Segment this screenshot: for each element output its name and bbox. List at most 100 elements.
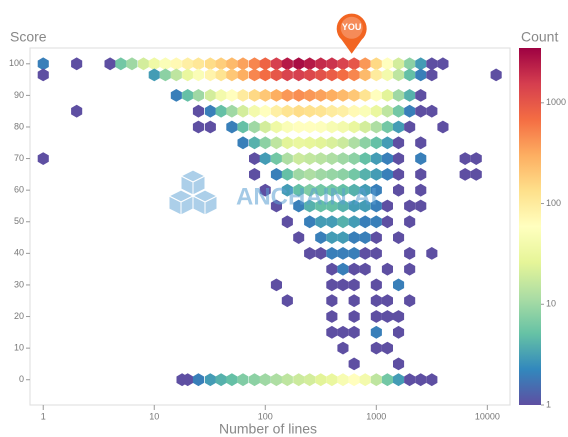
hex-bin (259, 120, 271, 134)
y-tick-label: 20 (14, 311, 24, 321)
hex-bin (393, 89, 405, 102)
plot-frame (29, 47, 511, 406)
hex-bin (348, 310, 360, 323)
hex-bin (159, 57, 171, 71)
hex-bin (259, 68, 271, 82)
colorbar-label: Count (521, 29, 558, 45)
hex-bin (404, 294, 416, 308)
hex-bin (348, 215, 360, 229)
hex-bin (370, 168, 382, 181)
hex-bin (381, 152, 393, 165)
hex-bin (404, 104, 416, 118)
hex-bin (259, 89, 271, 102)
hex-bin (237, 373, 249, 387)
hex-bin (326, 152, 338, 165)
hex-bin (348, 57, 360, 71)
y-tick-label: 70 (14, 153, 24, 163)
hex-bin (337, 136, 349, 150)
hex-bin (326, 68, 338, 82)
hex-bin (249, 168, 261, 181)
hex-bin (138, 57, 149, 71)
watermark-text: ANCHAIN.AI (236, 183, 377, 210)
hex-bin (315, 57, 327, 71)
hex-bin (470, 168, 482, 181)
hex-bin (304, 183, 316, 197)
hex-bin (348, 136, 360, 150)
hex-bin (404, 262, 416, 276)
hex-bin (370, 310, 382, 323)
hex-bin (348, 247, 360, 260)
hex-bin (281, 294, 293, 308)
hex-bin (404, 120, 416, 134)
hex-bin (315, 247, 327, 260)
hex-bin (204, 120, 216, 134)
hex-bin (393, 183, 405, 197)
hex-bin (270, 68, 282, 82)
y-tick-label: 90 (14, 90, 24, 100)
hex-bin (337, 278, 349, 292)
hex-bin (293, 120, 305, 134)
hex-bin (259, 57, 271, 71)
hex-bin (182, 57, 194, 71)
hex-bin (393, 152, 405, 165)
hex-bin (315, 89, 327, 102)
hex-bin (381, 68, 393, 82)
hex-bin (270, 136, 282, 150)
hex-bin (381, 262, 393, 276)
hex-bin (337, 262, 349, 276)
hex-bin (393, 310, 405, 323)
hex-bin (415, 68, 427, 82)
hex-bin (182, 89, 194, 102)
hex-bin (204, 373, 216, 387)
hex-bin (370, 325, 382, 339)
colorbar (519, 48, 541, 405)
hex-bin (348, 183, 360, 197)
hex-bin (326, 120, 338, 134)
hex-bin (359, 199, 371, 213)
hex-bin (281, 104, 293, 118)
hex-bin (270, 89, 282, 102)
hex-bin (71, 104, 83, 118)
hex-bin (170, 57, 182, 71)
hex-bin (304, 199, 316, 213)
colorbar-tick-label: 10 (546, 299, 556, 309)
hex-bin (315, 373, 327, 387)
hex-bin (115, 57, 127, 71)
hex-bin (348, 373, 360, 387)
hex-bin (249, 68, 261, 82)
hex-bin (249, 136, 261, 150)
hex-bin (204, 57, 216, 71)
hex-bin (192, 104, 204, 118)
hex-bin (459, 152, 471, 165)
hex-bin (270, 57, 282, 71)
hex-bin (326, 104, 338, 118)
hex-bin (315, 215, 327, 229)
hex-bin (337, 231, 349, 244)
hex-bin (215, 104, 227, 118)
hex-bin (359, 57, 371, 71)
hex-bin (348, 168, 360, 181)
hex-bin (337, 215, 349, 229)
hex-bin (381, 120, 393, 134)
hex-bin (192, 120, 204, 134)
hex-bin (359, 104, 371, 118)
colorbar-tick-label: 1000 (546, 97, 566, 107)
hex-bin (370, 104, 382, 118)
hex-bin (71, 57, 83, 71)
y-tick-label: 80 (14, 121, 24, 131)
hex-bin (281, 183, 293, 197)
x-tick-label: 10000 (475, 411, 500, 421)
hex-bin (381, 294, 393, 308)
hex-bin (192, 57, 204, 71)
hex-bin (404, 373, 416, 387)
hex-bin (437, 57, 449, 71)
hex-bin (381, 104, 393, 118)
colorbar-tick-label: 100 (546, 198, 561, 208)
hex-bin (293, 231, 305, 244)
hex-bin (337, 168, 349, 181)
hex-bin (415, 89, 427, 102)
hex-bin (326, 57, 338, 71)
hex-bin (326, 373, 338, 387)
hex-bin (348, 89, 360, 102)
